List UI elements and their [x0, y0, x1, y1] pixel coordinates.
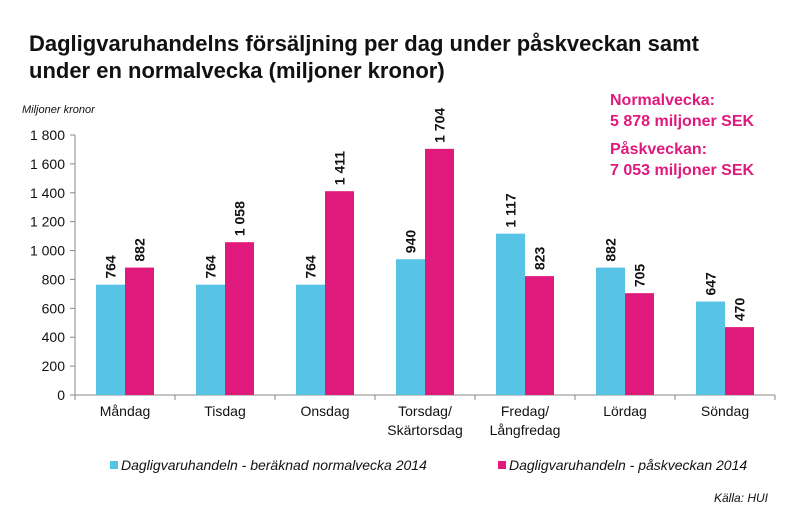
data-label: 647: [703, 272, 719, 296]
x-tick-label: Söndag: [701, 403, 749, 419]
legend-item-paskveckan: Dagligvaruhandeln - påskveckan 2014: [498, 457, 747, 473]
x-tick-label: Måndag: [100, 403, 151, 419]
annotation-normalvecka-value: 5 878 miljoner SEK: [610, 113, 755, 130]
x-tick-label: Lördag: [603, 403, 647, 419]
chart-title-line-2: under en normalvecka (miljoner kronor): [29, 58, 445, 83]
bar-normalvecka: [196, 284, 225, 395]
bar-normalvecka: [396, 259, 425, 395]
data-label: 1 117: [503, 193, 519, 227]
legend-label-normalvecka: Dagligvaruhandeln - beräknad normalvecka…: [121, 457, 427, 473]
y-axis-label: Miljoner kronor: [22, 104, 95, 116]
data-label: 764: [103, 255, 119, 279]
y-tick-label: 0: [57, 387, 65, 403]
x-tick-label: Skärtorsdag: [387, 422, 462, 438]
bar-paskveckan: [225, 242, 254, 395]
data-label: 882: [603, 238, 619, 262]
bar-normalvecka: [296, 284, 325, 395]
data-label: 764: [203, 255, 219, 279]
legend-swatch-normalvecka: [110, 461, 118, 469]
bar-paskveckan: [325, 191, 354, 395]
y-tick-label: 600: [42, 300, 66, 316]
bar-normalvecka: [696, 301, 725, 395]
bar-paskveckan: [425, 148, 454, 395]
data-label: 823: [532, 247, 548, 271]
data-label: 1 058: [232, 201, 248, 236]
legend-item-normalvecka: Dagligvaruhandeln - beräknad normalvecka…: [110, 457, 427, 473]
data-label: 940: [403, 230, 419, 254]
data-label: 1 704: [432, 108, 448, 143]
bar-normalvecka: [96, 284, 125, 395]
bar-normalvecka: [496, 233, 525, 395]
legend-label-paskveckan: Dagligvaruhandeln - påskveckan 2014: [509, 457, 748, 473]
data-label: 1 411: [332, 151, 348, 185]
bar-paskveckan: [625, 293, 654, 395]
annotation-paskveckan: Påskveckan: 7 053 miljoner SEK: [610, 139, 754, 181]
source-note: Källa: HUI: [713, 491, 768, 505]
annotation-paskveckan-value: 7 053 miljoner SEK: [610, 162, 755, 179]
y-tick-label: 1 200: [30, 214, 65, 230]
data-label: 705: [632, 264, 648, 288]
x-tick-label: Fredag/: [501, 403, 549, 419]
y-tick-label: 800: [42, 271, 66, 287]
annotation-normalvecka: Normalvecka: 5 878 miljoner SEK: [610, 90, 754, 132]
x-tick-label: Långfredag: [490, 422, 561, 438]
bar-paskveckan: [525, 276, 554, 395]
annotation-paskveckan-title: Påskveckan:: [610, 141, 707, 158]
chart-title-line-1: Dagligvaruhandelns försäljning per dag u…: [29, 31, 699, 56]
x-tick-label: Torsdag/: [398, 403, 452, 419]
y-tick-label: 1 000: [30, 243, 65, 259]
data-label: 470: [732, 298, 748, 322]
annotation-normalvecka-title: Normalvecka:: [610, 92, 715, 109]
y-tick-label: 200: [42, 358, 66, 374]
y-tick-label: 1 800: [30, 127, 65, 143]
data-label: 882: [132, 238, 148, 262]
y-tick-label: 1 600: [30, 156, 65, 172]
bar-normalvecka: [596, 267, 625, 395]
x-tick-label: Onsdag: [300, 403, 349, 419]
legend-swatch-paskveckan: [498, 461, 506, 469]
bar-paskveckan: [725, 327, 754, 395]
chart-title: Dagligvaruhandelns försäljning per dag u…: [29, 30, 729, 84]
data-label: 764: [303, 255, 319, 279]
y-tick-label: 1 400: [30, 185, 65, 201]
y-tick-label: 400: [42, 329, 66, 345]
x-tick-label: Tisdag: [204, 403, 246, 419]
bar-paskveckan: [125, 267, 154, 395]
